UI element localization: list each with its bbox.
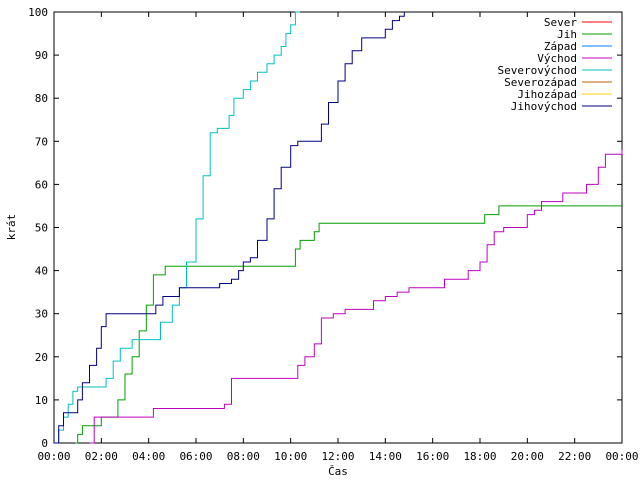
y-axis-label: krát xyxy=(5,214,18,241)
y-tick-label: 60 xyxy=(35,178,48,191)
x-tick-label: 12:00 xyxy=(321,450,354,463)
legend-label: Jihovýchod xyxy=(511,100,577,113)
y-tick-label: 70 xyxy=(35,135,48,148)
legend-label: Východ xyxy=(537,52,577,65)
x-tick-label: 20:00 xyxy=(511,450,544,463)
axis-ticks: 0 10 20 30 40 50 60 70 80 90 100 00:00 02:00 04:00 06:… xyxy=(28,6,638,463)
y-tick-label: 30 xyxy=(35,308,48,321)
y-tick-label: 0 xyxy=(41,437,48,450)
x-tick-label: 00:00 xyxy=(37,450,70,463)
legend-label: Severovýchod xyxy=(498,64,577,77)
legend-label: Západ xyxy=(544,40,577,53)
y-tick-label: 10 xyxy=(35,394,48,407)
series-line-7 xyxy=(54,12,405,444)
y-tick-label: 100 xyxy=(28,6,48,19)
x-tick-label: 02:00 xyxy=(85,450,118,463)
x-axis-label: Čas xyxy=(328,465,348,478)
legend-label: Sever xyxy=(544,16,577,29)
series-lines xyxy=(54,11,623,444)
x-tick-label: 04:00 xyxy=(132,450,165,463)
series-line-1 xyxy=(75,205,622,444)
series-line-4 xyxy=(54,11,301,444)
legend-label: Jih xyxy=(557,28,577,41)
y-tick-label: 80 xyxy=(35,92,48,105)
legend: SeverJihZápadVýchodSeverovýchodSeverozáp… xyxy=(498,16,612,113)
x-tick-label: 18:00 xyxy=(463,450,496,463)
y-tick-label: 20 xyxy=(35,351,48,364)
legend-label: Jihozápad xyxy=(517,88,577,101)
series-line-3 xyxy=(89,149,623,444)
x-tick-label: 06:00 xyxy=(179,450,212,463)
y-tick-label: 90 xyxy=(35,49,48,62)
x-tick-label: 22:00 xyxy=(558,450,591,463)
y-tick-label: 50 xyxy=(35,222,48,235)
x-tick-label: 14:00 xyxy=(369,450,402,463)
y-tick-label: 40 xyxy=(35,265,48,278)
x-tick-label: 08:00 xyxy=(227,450,260,463)
legend-label: Severozápad xyxy=(504,76,577,89)
x-tick-label: 00:00 xyxy=(605,450,638,463)
x-tick-label: 10:00 xyxy=(274,450,307,463)
x-tick-label: 16:00 xyxy=(416,450,449,463)
